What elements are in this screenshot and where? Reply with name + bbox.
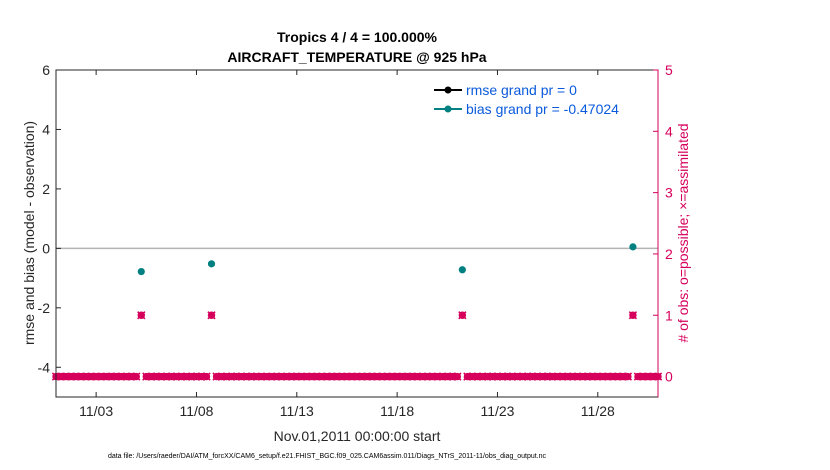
plot-area [56, 70, 658, 397]
data-file-footnote: data file: /Users/raeder/DAI/ATM_forcXX/… [108, 453, 547, 460]
x-tick-label: 11/18 [380, 403, 414, 419]
bias-point [207, 260, 216, 268]
x-tick-label: 11/28 [581, 403, 615, 419]
legend: rmse grand pr = 0 bias grand pr = -0.470… [430, 81, 650, 119]
legend-rmse-marker [444, 86, 452, 94]
y-tick-label-right: 4 [665, 123, 673, 139]
chart-title-line1: Tropics 4 / 4 = 100.000% [277, 29, 437, 45]
obs-assimilated-point [202, 372, 211, 381]
legend-box [430, 81, 650, 119]
y-tick-label-right: 2 [665, 246, 673, 262]
obs-assimilated-point [207, 311, 216, 320]
obs-assimilated-point [137, 311, 146, 320]
bias-point [629, 243, 637, 251]
x-tick-label: 11/08 [179, 403, 213, 419]
marks-layer [51, 243, 663, 381]
x-tick-label: 11/03 [79, 403, 113, 419]
y-tick-label-right: 3 [665, 185, 673, 201]
y-tick-label-right: 1 [665, 307, 673, 323]
obs-assimilated-point [623, 372, 633, 381]
obs-assimilated-point [628, 311, 638, 320]
y-axis-label-left: rmse and bias (model - observation) [21, 121, 37, 345]
obs-assimilated-point [458, 311, 467, 320]
bias-point [137, 267, 145, 276]
x-tick-label: 11/13 [280, 403, 314, 419]
y-tick-label-left: -4 [38, 359, 51, 375]
chart-title-line2: AIRCRAFT_TEMPERATURE @ 925 hPa [227, 49, 486, 65]
y-tick-label-right: 0 [665, 369, 673, 385]
obs-assimilated-point [453, 372, 462, 381]
y-tick-label-left: 2 [42, 181, 50, 197]
y-tick-label-left: 0 [42, 240, 50, 256]
y-tick-label-right: 5 [665, 62, 673, 78]
obs-assimilated-point [132, 372, 141, 381]
x-axis-label: Nov.01,2011 00:00:00 start [274, 428, 441, 444]
y-tick-label-left: 4 [42, 121, 50, 137]
legend-bias-label: bias grand pr = -0.47024 [466, 101, 619, 117]
x-tick-label: 11/23 [480, 403, 514, 419]
y-axis-label-right: # of obs: o=possible; ×=assimilated [675, 123, 691, 342]
legend-rmse-label: rmse grand pr = 0 [466, 82, 577, 98]
bias-point [458, 266, 466, 274]
axis-layer: 11/03 11/08 11/13 11/18 11/23 11/28 -4 -2 0 2 4 6 0 1… [38, 62, 673, 419]
legend-bias-marker [444, 105, 452, 113]
y-tick-label-left: 6 [42, 62, 50, 78]
y-tick-label-left: -2 [38, 300, 51, 316]
